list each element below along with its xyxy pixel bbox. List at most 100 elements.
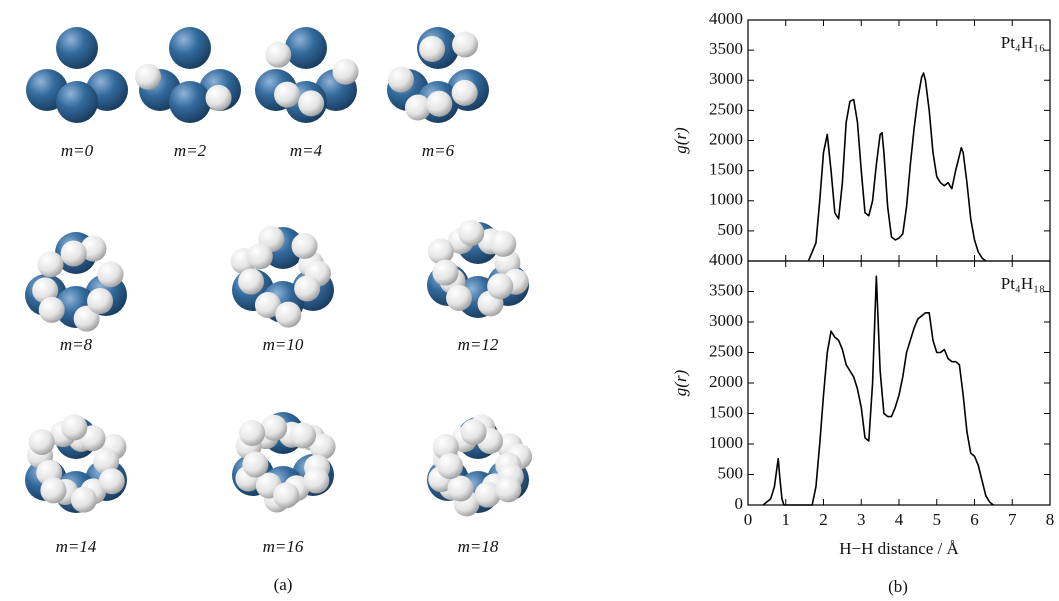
pt-atom (285, 27, 327, 69)
h-atom (490, 230, 517, 257)
x-tick-label: 3 (857, 510, 866, 529)
h-atom (294, 275, 321, 302)
annotation: Pt₄H₁₈ (1001, 274, 1045, 293)
h-atom (98, 468, 125, 495)
molecules (25, 27, 533, 517)
x-axis-label: H−H distance / Å (839, 539, 959, 558)
cluster-label: m=12 (458, 335, 499, 354)
y-tick-label: 2000 (709, 372, 743, 391)
plot-frame (747, 19, 1051, 262)
y-tick-label: 4000 (709, 250, 743, 269)
x-tick-label: 8 (1046, 510, 1055, 529)
h-atom (93, 448, 120, 475)
h-atom (451, 79, 478, 106)
x-tick-label: 4 (895, 510, 904, 529)
y-tick-label: 3000 (709, 311, 743, 330)
h-atom (275, 301, 302, 328)
cluster-label: m=14 (56, 537, 97, 556)
y-tick-label: 3500 (709, 39, 743, 58)
pt-atom (56, 81, 98, 123)
h-atom (458, 219, 485, 246)
h-atom (437, 453, 464, 480)
cluster-label: m=10 (263, 335, 304, 354)
h-atom (460, 419, 487, 446)
y-tick-label: 1500 (709, 402, 743, 421)
cluster-label: m=2 (174, 141, 207, 160)
h-atom (37, 251, 64, 278)
h-atom (28, 428, 55, 455)
h-atom (447, 475, 474, 502)
h-atom (61, 414, 88, 441)
x-tick-label: 5 (933, 510, 942, 529)
h-atom (426, 90, 453, 117)
y-tick-label: 1500 (709, 160, 743, 179)
cluster-label: m=16 (263, 537, 304, 556)
h-atom (446, 284, 473, 311)
line (762, 275, 994, 506)
y-axis-label: g(r) (671, 369, 690, 396)
plot-frame (747, 260, 1051, 506)
y-axis-label: g(r) (671, 127, 690, 154)
y-tick-label: 3000 (709, 69, 743, 88)
h-atom (432, 259, 459, 286)
cluster-label: m=0 (61, 141, 94, 160)
x-tick-label: 1 (782, 510, 791, 529)
h-atom (60, 240, 87, 267)
x-tick-label: 7 (1008, 510, 1017, 529)
y-tick-label: 500 (718, 463, 744, 482)
h-atom (427, 238, 454, 265)
h-atom (254, 292, 281, 319)
h-atom (309, 433, 336, 460)
h-atom (135, 63, 162, 90)
line (807, 72, 987, 262)
h-atom (87, 288, 114, 315)
h-atom (246, 243, 273, 270)
pt-atom (169, 81, 211, 123)
h-atom (487, 273, 514, 300)
h-atom (205, 84, 232, 111)
h-atom (474, 481, 501, 508)
h-atom (238, 268, 265, 295)
cluster-label: m=4 (290, 141, 323, 160)
h-atom (452, 31, 479, 58)
h-atom (289, 422, 316, 449)
cluster-label: m=18 (458, 537, 499, 556)
h-atom (387, 66, 414, 93)
h-atom (70, 486, 97, 513)
h-atom (303, 467, 330, 494)
h-atom (261, 414, 288, 441)
y-tick-label: 2500 (709, 99, 743, 118)
h-atom (495, 476, 522, 503)
caption-a: (a) (274, 575, 293, 594)
h-atom (273, 482, 300, 509)
y-tick-label: 500 (718, 220, 744, 239)
h-atom (97, 261, 124, 288)
pt-atom (56, 27, 98, 69)
h-atom (419, 36, 446, 63)
cluster-label: m=8 (60, 335, 93, 354)
y-tick-label: 0 (735, 494, 744, 513)
y-tick-label: 1000 (709, 190, 743, 209)
h-atom (298, 90, 325, 117)
x-tick-label: 2 (819, 510, 828, 529)
y-tick-label: 2500 (709, 341, 743, 360)
h-atom (239, 419, 266, 446)
h-atom (291, 233, 318, 260)
cluster-label: m=6 (422, 141, 455, 160)
h-atom (73, 305, 100, 332)
y-tick-label: 1000 (709, 433, 743, 452)
pt-atom (169, 27, 211, 69)
h-atom (404, 94, 431, 121)
y-tick-label: 4000 (709, 9, 743, 28)
x-tick-label: 6 (970, 510, 979, 529)
h-atom (80, 235, 107, 262)
x-tick-label: 0 (744, 510, 753, 529)
caption-b: (b) (888, 577, 908, 596)
y-tick-label: 2000 (709, 129, 743, 148)
h-atom (332, 58, 359, 85)
h-atom (38, 296, 65, 323)
h-atom (265, 41, 292, 68)
h-atom (40, 477, 67, 504)
h-atom (242, 451, 269, 478)
